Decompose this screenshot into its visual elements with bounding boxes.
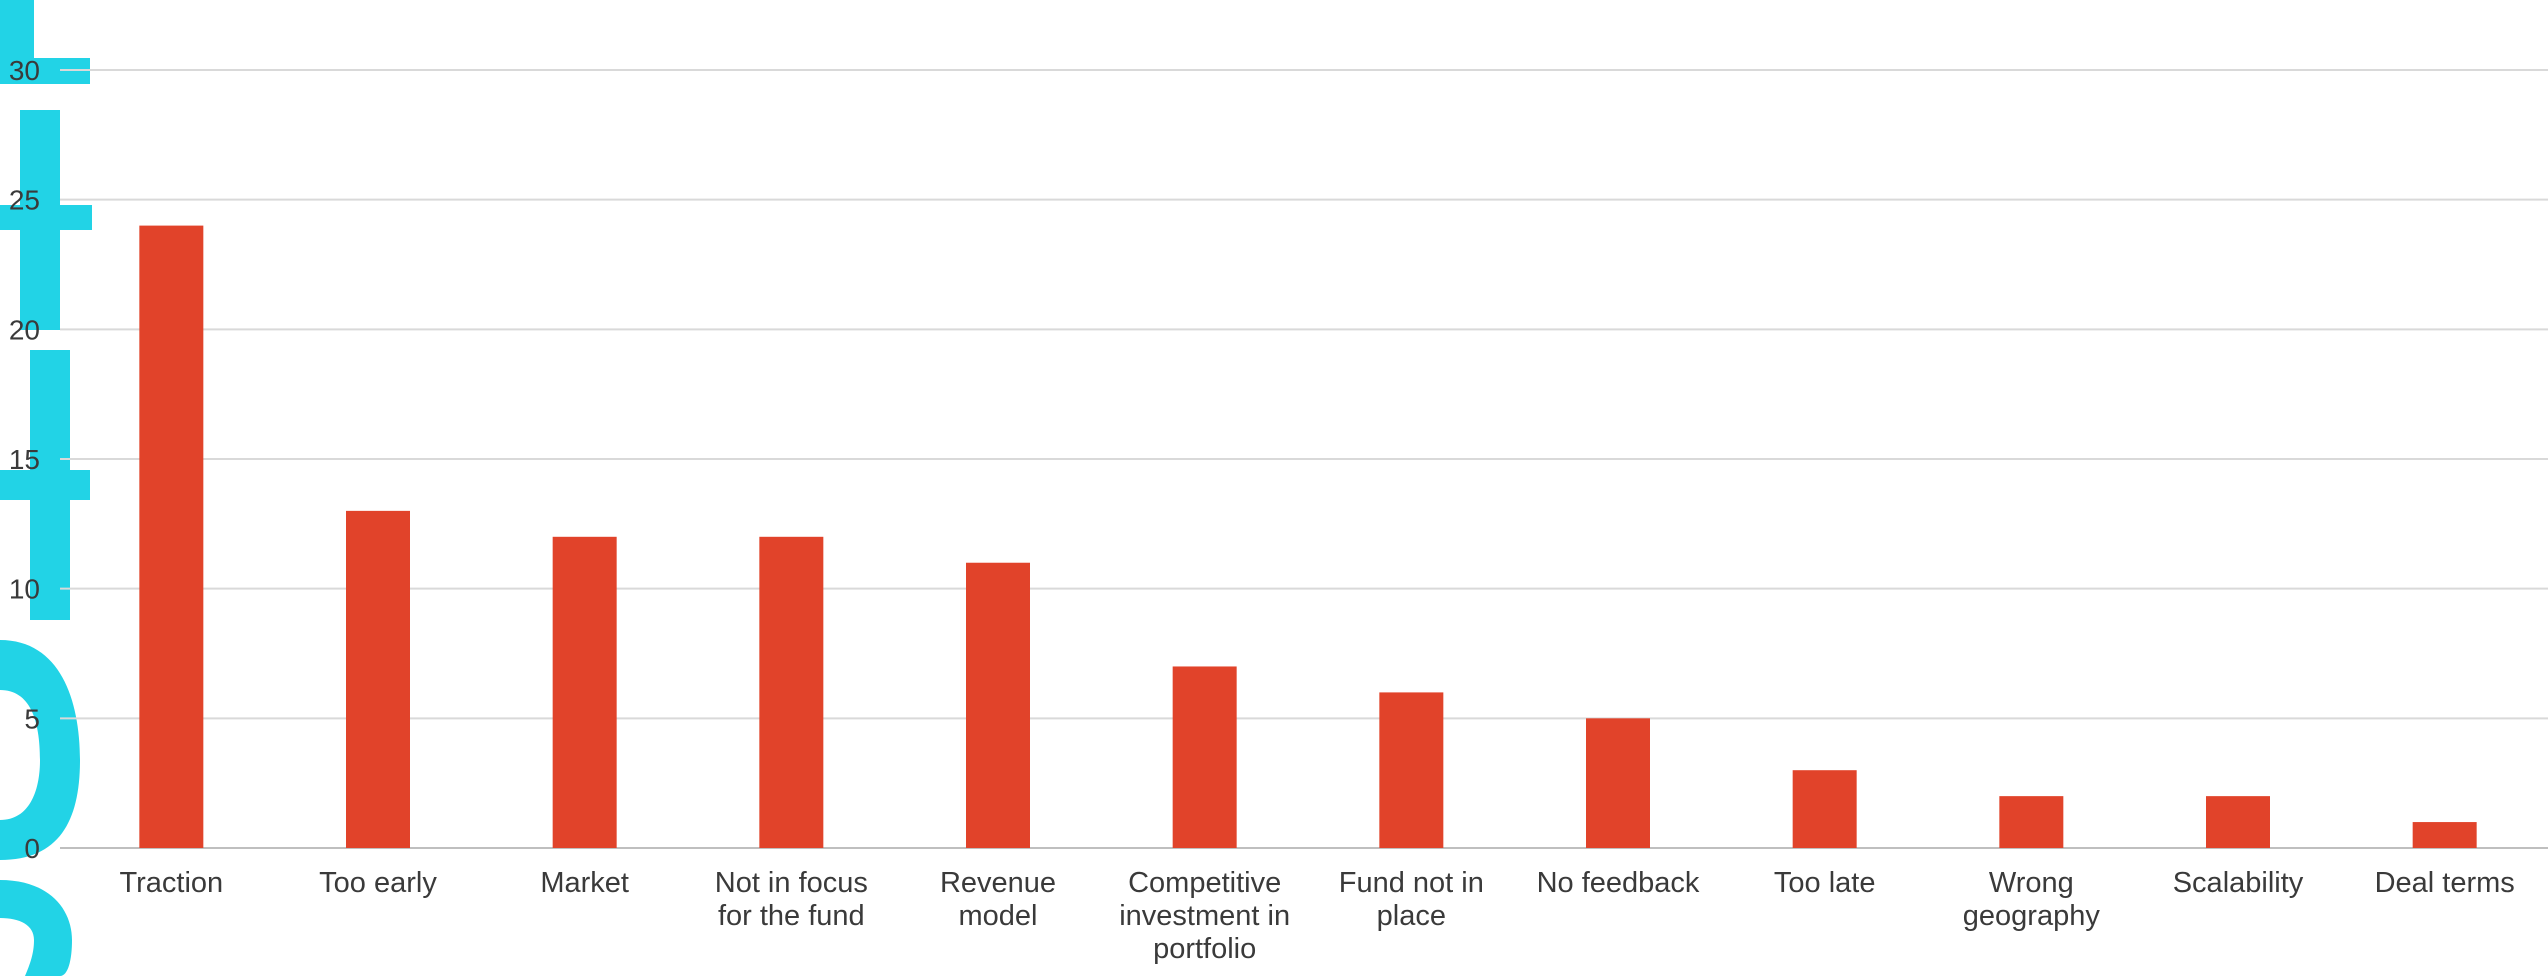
x-tick-label: model: [959, 900, 1038, 932]
bar: [139, 225, 204, 849]
bar: [1379, 692, 1444, 848]
y-tick-label: 5: [24, 703, 40, 734]
y-axis-ticks: 0 5 10 15 20 25 30: [9, 55, 40, 864]
y-tick-label: 10: [9, 574, 40, 605]
x-tick-label: Too late: [1774, 867, 1876, 899]
bar: [1999, 796, 2064, 848]
x-tick-label: Wrong: [1989, 867, 2074, 899]
x-tick-label: Revenue: [940, 867, 1056, 899]
x-tick-label: place: [1377, 900, 1446, 932]
y-tick-label: 30: [9, 55, 40, 86]
gridlines: [60, 69, 2548, 849]
y-tick-label: 25: [9, 185, 40, 216]
bar: [759, 536, 824, 848]
x-tick-label: investment in: [1119, 900, 1290, 932]
x-tick-label: Traction: [119, 867, 223, 899]
bar: [966, 562, 1030, 848]
x-tick-label: Too early: [319, 867, 437, 899]
bar: [2206, 796, 2270, 848]
bar: [552, 536, 617, 848]
x-tick-label: Scalability: [2173, 867, 2304, 899]
x-tick-label: Deal terms: [2375, 867, 2515, 899]
bar: [346, 510, 410, 848]
bar: [1792, 770, 1857, 848]
bar: [1172, 666, 1237, 848]
bar: [1586, 718, 1650, 848]
y-tick-label: 20: [9, 314, 40, 345]
x-tick-label: Competitive: [1128, 867, 1281, 899]
x-tick-label: Not in focus: [715, 867, 868, 899]
watermark-graphic: [0, 0, 92, 976]
bars: [139, 225, 2477, 849]
x-tick-label: Fund not in: [1339, 867, 1484, 899]
x-tick-label: geography: [1963, 900, 2101, 932]
y-tick-label: 15: [9, 444, 40, 475]
x-tick-label: Market: [540, 867, 629, 899]
x-tick-label: for the fund: [718, 900, 865, 932]
bar: [2412, 822, 2477, 848]
y-tick-label: 0: [24, 833, 40, 864]
x-tick-label: No feedback: [1537, 867, 1700, 899]
x-tick-label: portfolio: [1153, 933, 1256, 965]
